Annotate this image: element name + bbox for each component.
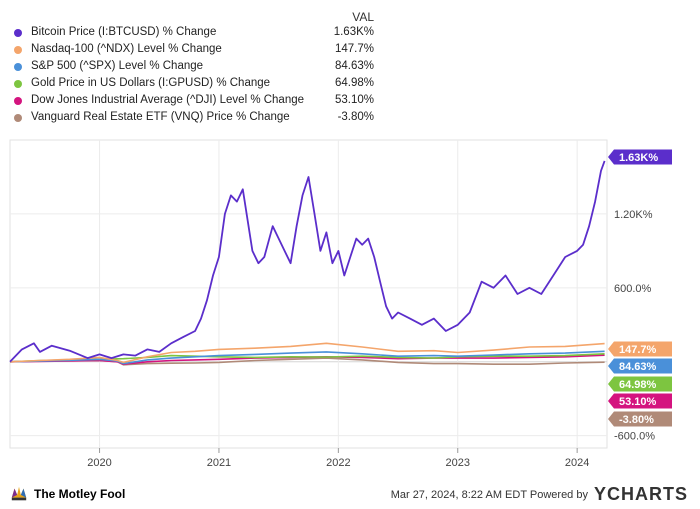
series-line	[9, 342, 605, 364]
end-value-badge	[608, 393, 672, 409]
end-value-label: -3.80%	[619, 414, 654, 426]
legend-value: 147.7%	[334, 43, 374, 55]
legend-label: Bitcoin Price (I:BTCUSD) % Change	[31, 26, 217, 38]
legend-value: 84.63%	[334, 60, 374, 72]
end-value-badge	[608, 358, 672, 374]
x-tick-label: 2024	[565, 457, 589, 469]
footer-attribution: Mar 27, 2024, 8:22 AM EDT Powered by YCH…	[391, 484, 688, 505]
end-value-label: 1.63K%	[619, 152, 658, 164]
legend-dot	[14, 97, 22, 105]
legend-dot	[14, 63, 22, 71]
legend-value: 53.10%	[334, 94, 374, 106]
legend-dot	[14, 29, 22, 37]
legend-value-header: VAL	[352, 10, 374, 24]
end-value-label: 53.10%	[619, 396, 657, 408]
legend-label: S&P 500 (^SPX) Level % Change	[31, 60, 204, 72]
legend-item: Bitcoin Price (I:BTCUSD) % Change 1.63K%	[14, 26, 374, 42]
legend-value: -3.80%	[337, 111, 374, 123]
legend-value: 1.63K%	[333, 26, 374, 38]
timestamp: Mar 27, 2024, 8:22 AM EDT Powered by	[390, 488, 588, 501]
line-chart: 2020 2021 2022 2023 2024 1.20K% 600.0% -600.0% 1…	[9, 139, 672, 469]
y-tick-label: -600.0%	[614, 431, 655, 443]
series-line	[9, 350, 605, 365]
legend-item: Nasdaq-100 (^NDX) Level % Change 147.7%	[14, 43, 374, 59]
x-tick-label: 2021	[207, 457, 231, 469]
legend-item: Gold Price in US Dollars (I:GPUSD) % Cha…	[14, 77, 374, 93]
legend-dot	[14, 80, 22, 88]
legend-item: Vanguard Real Estate ETF (VNQ) Price % C…	[14, 111, 374, 127]
y-tick-label: 1.20K%	[614, 209, 653, 221]
jester-hat-icon	[11, 486, 27, 501]
x-tick-label: 2023	[446, 457, 470, 469]
plot-area	[9, 139, 608, 449]
end-value-badge	[608, 411, 672, 427]
end-value-badge	[608, 376, 672, 392]
y-tick-label: 600.0%	[614, 283, 652, 295]
ycharts-logo: YCHARTS	[593, 484, 688, 504]
end-value-label: 64.98%	[619, 379, 657, 391]
legend-label: Vanguard Real Estate ETF (VNQ) Price % C…	[31, 111, 290, 123]
legend-label: Gold Price in US Dollars (I:GPUSD) % Cha…	[31, 77, 271, 89]
motley-fool-logo: The Motley Fool	[10, 485, 125, 503]
end-value-badge	[608, 341, 672, 357]
legend-dot	[14, 114, 22, 122]
legend-value: 64.98%	[334, 77, 374, 89]
legend-label: Dow Jones Industrial Average (^DJI) Leve…	[31, 94, 305, 106]
end-value-badge	[608, 149, 672, 165]
series-line	[9, 160, 606, 363]
end-value-label: 147.7%	[619, 344, 657, 356]
end-value-label: 84.63%	[619, 361, 657, 373]
x-tick-label: 2022	[326, 457, 350, 469]
legend-dot	[14, 46, 22, 54]
legend-label: Nasdaq-100 (^NDX) Level % Change	[31, 43, 222, 55]
brand-name: The Motley Fool	[34, 487, 126, 501]
legend-item: Dow Jones Industrial Average (^DJI) Leve…	[14, 94, 374, 110]
legend-item: S&P 500 (^SPX) Level % Change 84.63%	[14, 60, 374, 76]
x-tick-label: 2020	[87, 457, 111, 469]
